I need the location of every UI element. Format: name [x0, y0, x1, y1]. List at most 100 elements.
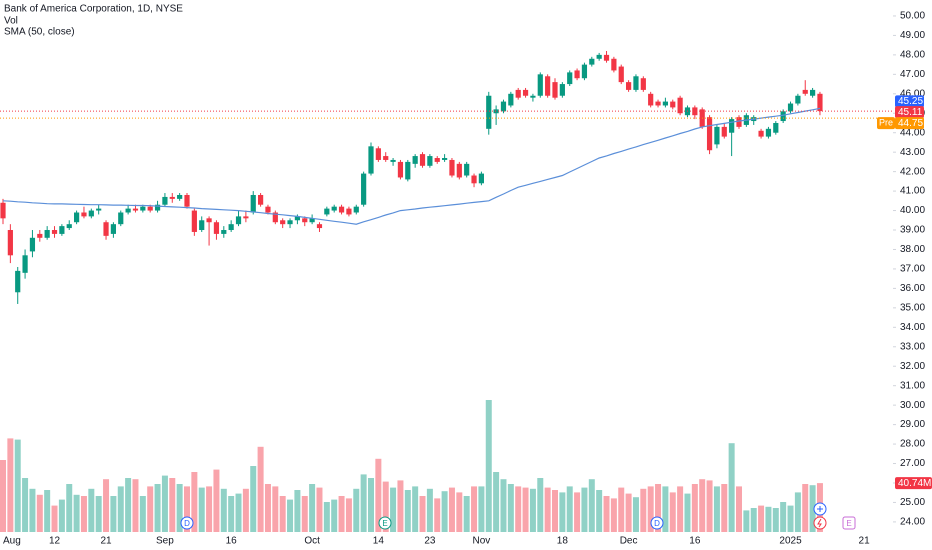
candle-body	[500, 101, 507, 112]
x-tick-label: 16	[689, 536, 701, 547]
volume-bar	[375, 458, 382, 532]
candle-body	[537, 74, 543, 96]
candle-body	[147, 206, 153, 211]
candle-body	[221, 230, 227, 234]
candle-body	[581, 64, 588, 79]
volume-bar	[7, 438, 14, 532]
x-tick-label: Aug	[3, 536, 21, 547]
candle-body	[471, 175, 477, 184]
dividend-marker[interactable]	[180, 516, 194, 530]
candle-body	[611, 58, 617, 71]
volume-bar	[537, 478, 544, 532]
x-tick-label: 21	[859, 536, 871, 547]
candle-body	[81, 212, 87, 217]
candle-body	[331, 206, 337, 211]
volume-bar	[787, 505, 794, 532]
volume-bar	[441, 491, 448, 532]
volume-bar	[522, 487, 529, 532]
volume-bar	[213, 469, 220, 532]
volume-bar	[316, 487, 323, 532]
volume-bar	[228, 496, 235, 532]
candle-body	[66, 224, 72, 229]
volume-bar	[758, 505, 765, 532]
x-tick-label: 23	[424, 536, 436, 547]
candle-body	[199, 220, 205, 231]
candle-body	[110, 224, 116, 234]
candle-body	[721, 126, 727, 137]
volume-bar	[29, 488, 36, 532]
volume-bar	[272, 486, 279, 532]
volume-bar	[780, 502, 787, 532]
candle-body	[206, 218, 212, 223]
y-tick-label: 30.00	[900, 400, 925, 411]
volume-bar	[728, 443, 735, 532]
volume-bar	[802, 484, 809, 532]
candle-body	[449, 159, 455, 176]
candle-body	[22, 255, 28, 273]
candle-body	[191, 210, 197, 232]
x-tick-label: 16	[226, 536, 238, 547]
candle-body	[316, 224, 323, 229]
y-tick-label: 25.00	[900, 497, 925, 508]
volume-bar	[493, 472, 500, 532]
candle-body	[574, 70, 580, 79]
candle-body	[618, 66, 624, 83]
sma-line	[2, 107, 821, 225]
volume-pane	[0, 400, 823, 532]
volume-bar	[566, 486, 573, 532]
candle-body	[309, 218, 315, 223]
candle-body	[559, 84, 565, 96]
candle-body	[640, 78, 646, 90]
candle-body	[633, 76, 639, 90]
volume-label-box	[895, 477, 932, 490]
x-tick-label: 12	[49, 536, 61, 547]
candle-body	[88, 210, 94, 217]
candle-body	[44, 230, 50, 238]
candle-body	[464, 163, 470, 176]
candle-body	[508, 93, 514, 106]
volume-bar	[331, 499, 338, 532]
volume-bar	[206, 486, 213, 532]
volume-bar	[500, 479, 507, 532]
volume-bar	[478, 486, 485, 532]
y-tick-label: 28.00	[900, 439, 925, 450]
news-marker[interactable]	[813, 516, 827, 530]
earnings-marker[interactable]	[378, 516, 392, 530]
volume-bar	[345, 498, 352, 532]
dividend-label: D	[184, 519, 190, 528]
candle-body	[736, 117, 742, 127]
candle-body	[96, 208, 102, 211]
candle-body	[59, 226, 65, 234]
candle-body	[258, 194, 264, 205]
candle-body	[802, 89, 808, 94]
x-tick-label: Dec	[620, 536, 638, 547]
lightning-icon	[817, 518, 822, 528]
volume-bar	[198, 487, 205, 532]
y-tick-label: 44.00	[900, 127, 925, 138]
dividend-marker[interactable]	[650, 516, 664, 530]
volume-bar	[736, 486, 742, 532]
y-tick-label: 41.00	[900, 186, 925, 197]
chart-title: Bank of America Corporation, 1D, NYSE	[4, 4, 183, 15]
candle-body	[692, 107, 698, 116]
candle-body	[15, 270, 21, 293]
dividend-label: D	[654, 519, 660, 528]
earnings-marker[interactable]	[842, 516, 856, 530]
candle-body	[0, 202, 6, 219]
volume-bar	[419, 496, 426, 532]
candle-body	[486, 95, 492, 129]
volume-bar	[713, 486, 720, 532]
candle-body	[596, 54, 602, 59]
volume-bar	[309, 484, 316, 532]
volume-bar	[750, 508, 757, 532]
candle-body	[419, 154, 426, 166]
volume-bar	[640, 488, 647, 532]
candle-body	[515, 89, 521, 98]
x-tick-label: 21	[100, 536, 112, 547]
candle-body	[670, 101, 676, 108]
candle-body	[655, 101, 661, 106]
volume-bar	[14, 439, 21, 532]
volume-bar	[220, 488, 227, 532]
volume-bar	[574, 492, 581, 532]
